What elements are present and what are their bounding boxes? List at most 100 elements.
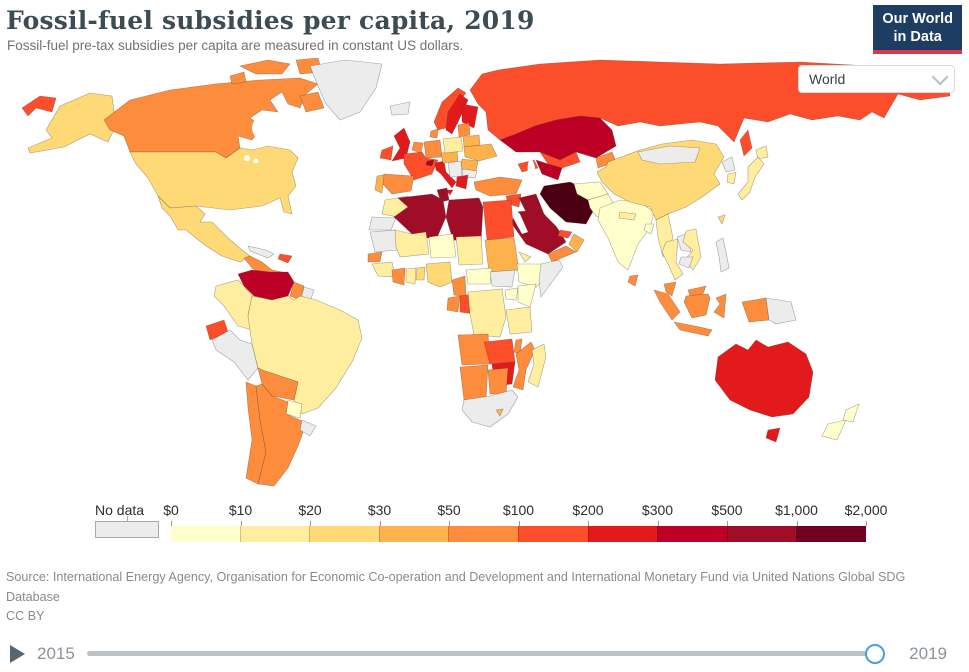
country-yemen[interactable] [548,246,576,262]
country-germany[interactable] [424,140,442,158]
country-poland[interactable] [443,137,463,153]
region-baltics[interactable] [458,123,470,137]
country-ireland[interactable] [380,146,393,160]
country-south-sudan[interactable] [490,270,515,287]
country-switzerland[interactable] [426,160,434,166]
country-india[interactable] [598,200,654,270]
country-turkmenistan[interactable] [536,160,562,180]
country-russia-far-east[interactable] [22,96,56,116]
country-usa[interactable] [130,146,298,214]
country-cambodia[interactable] [679,257,693,268]
country-cuba[interactable] [248,246,274,258]
country-taiwan[interactable] [718,215,725,224]
country-niger[interactable] [429,234,456,258]
country-alaska[interactable] [28,93,116,153]
country-venezuela[interactable] [238,270,294,300]
country-mongolia[interactable] [638,146,700,164]
region-benelux[interactable] [412,142,423,153]
country-eritrea[interactable] [519,252,531,262]
country-new-zealand-north[interactable] [843,404,859,422]
country-dominican-republic[interactable] [278,254,292,263]
country-denmark[interactable] [430,129,438,138]
country-central-african-republic[interactable] [466,268,492,284]
country-greece[interactable] [456,175,468,189]
country-france[interactable] [404,152,438,180]
country-indonesia-papua[interactable] [742,298,769,322]
country-thailand[interactable] [662,239,683,280]
country-brazil[interactable] [248,296,362,414]
country-canada-baffin[interactable] [300,92,324,112]
country-uruguay[interactable] [300,420,316,436]
country-canada[interactable] [104,78,318,158]
legend-bin[interactable] [171,526,240,542]
country-mauritania[interactable] [370,230,398,252]
legend-bin[interactable] [587,526,658,542]
country-greenland[interactable] [310,60,382,120]
country-ukraine[interactable] [464,144,497,161]
country-malaysia-peninsula[interactable] [664,282,676,296]
country-sri-lanka[interactable] [628,275,638,286]
country-mozambique[interactable] [513,342,535,390]
country-cameroon[interactable] [452,276,466,297]
country-australia[interactable] [715,340,813,417]
legend-bin[interactable] [378,526,449,542]
country-iceland[interactable] [390,102,410,115]
country-nepal[interactable] [619,212,636,220]
country-ghana[interactable] [406,268,416,284]
region-togo-benin[interactable] [416,267,425,280]
country-canada-victoria[interactable] [230,72,246,84]
country-lesotho[interactable] [496,409,503,416]
legend-bin[interactable] [239,526,310,542]
legend-bin[interactable] [448,526,518,542]
country-senegal[interactable] [368,252,382,262]
country-angola[interactable] [458,334,490,365]
region-balkans[interactable] [448,161,462,177]
country-tanzania[interactable] [506,307,532,334]
country-laos[interactable] [677,234,691,252]
country-saudi-arabia[interactable] [512,210,566,254]
legend-bin[interactable] [726,526,797,542]
legend-bin[interactable] [517,526,588,542]
country-new-zealand-south[interactable] [822,420,846,440]
legend-bin[interactable] [657,526,727,542]
country-papua-new-guinea[interactable] [766,298,796,324]
country-north-korea[interactable] [722,157,735,172]
country-kenya[interactable] [518,284,536,307]
country-ivory-coast[interactable] [392,268,405,285]
country-spain[interactable] [381,174,414,194]
country-malaysia-borneo[interactable] [688,286,706,296]
country-chad[interactable] [456,236,483,265]
license-text[interactable]: CC BY [6,609,45,624]
country-south-africa[interactable] [462,390,518,427]
country-bangladesh[interactable] [644,224,654,234]
country-uganda[interactable] [505,288,518,300]
country-portugal[interactable] [375,175,384,193]
region-dropdown[interactable]: World [798,65,955,93]
country-indonesia-java[interactable] [674,322,712,336]
country-turkey[interactable] [474,177,522,196]
timeline-slider[interactable] [86,643,886,664]
country-belarus[interactable] [463,135,480,147]
country-egypt[interactable] [483,200,514,240]
country-philippines[interactable] [716,238,729,272]
play-button[interactable] [10,644,25,663]
country-canada-arctic-1[interactable] [240,60,290,74]
country-sudan[interactable] [485,238,519,272]
legend-bin[interactable] [309,526,379,542]
country-sweden[interactable] [446,94,468,134]
country-western-sahara[interactable] [369,217,396,230]
country-italy-sicily[interactable] [446,190,453,195]
region-guinea[interactable] [372,262,395,277]
country-namibia[interactable] [460,365,488,400]
country-gabon[interactable] [447,296,460,312]
country-mali[interactable] [395,230,429,257]
country-finland[interactable] [462,104,478,128]
country-indonesia-sulawesi[interactable] [714,294,726,318]
country-madagascar[interactable] [528,344,546,387]
country-nigeria[interactable] [426,262,452,287]
legend-bin[interactable] [796,526,866,542]
country-somalia[interactable] [539,260,563,297]
timeline-slider-handle[interactable] [865,643,886,664]
country-japan[interactable] [738,157,764,200]
legend-no-data-swatch[interactable] [95,516,159,538]
